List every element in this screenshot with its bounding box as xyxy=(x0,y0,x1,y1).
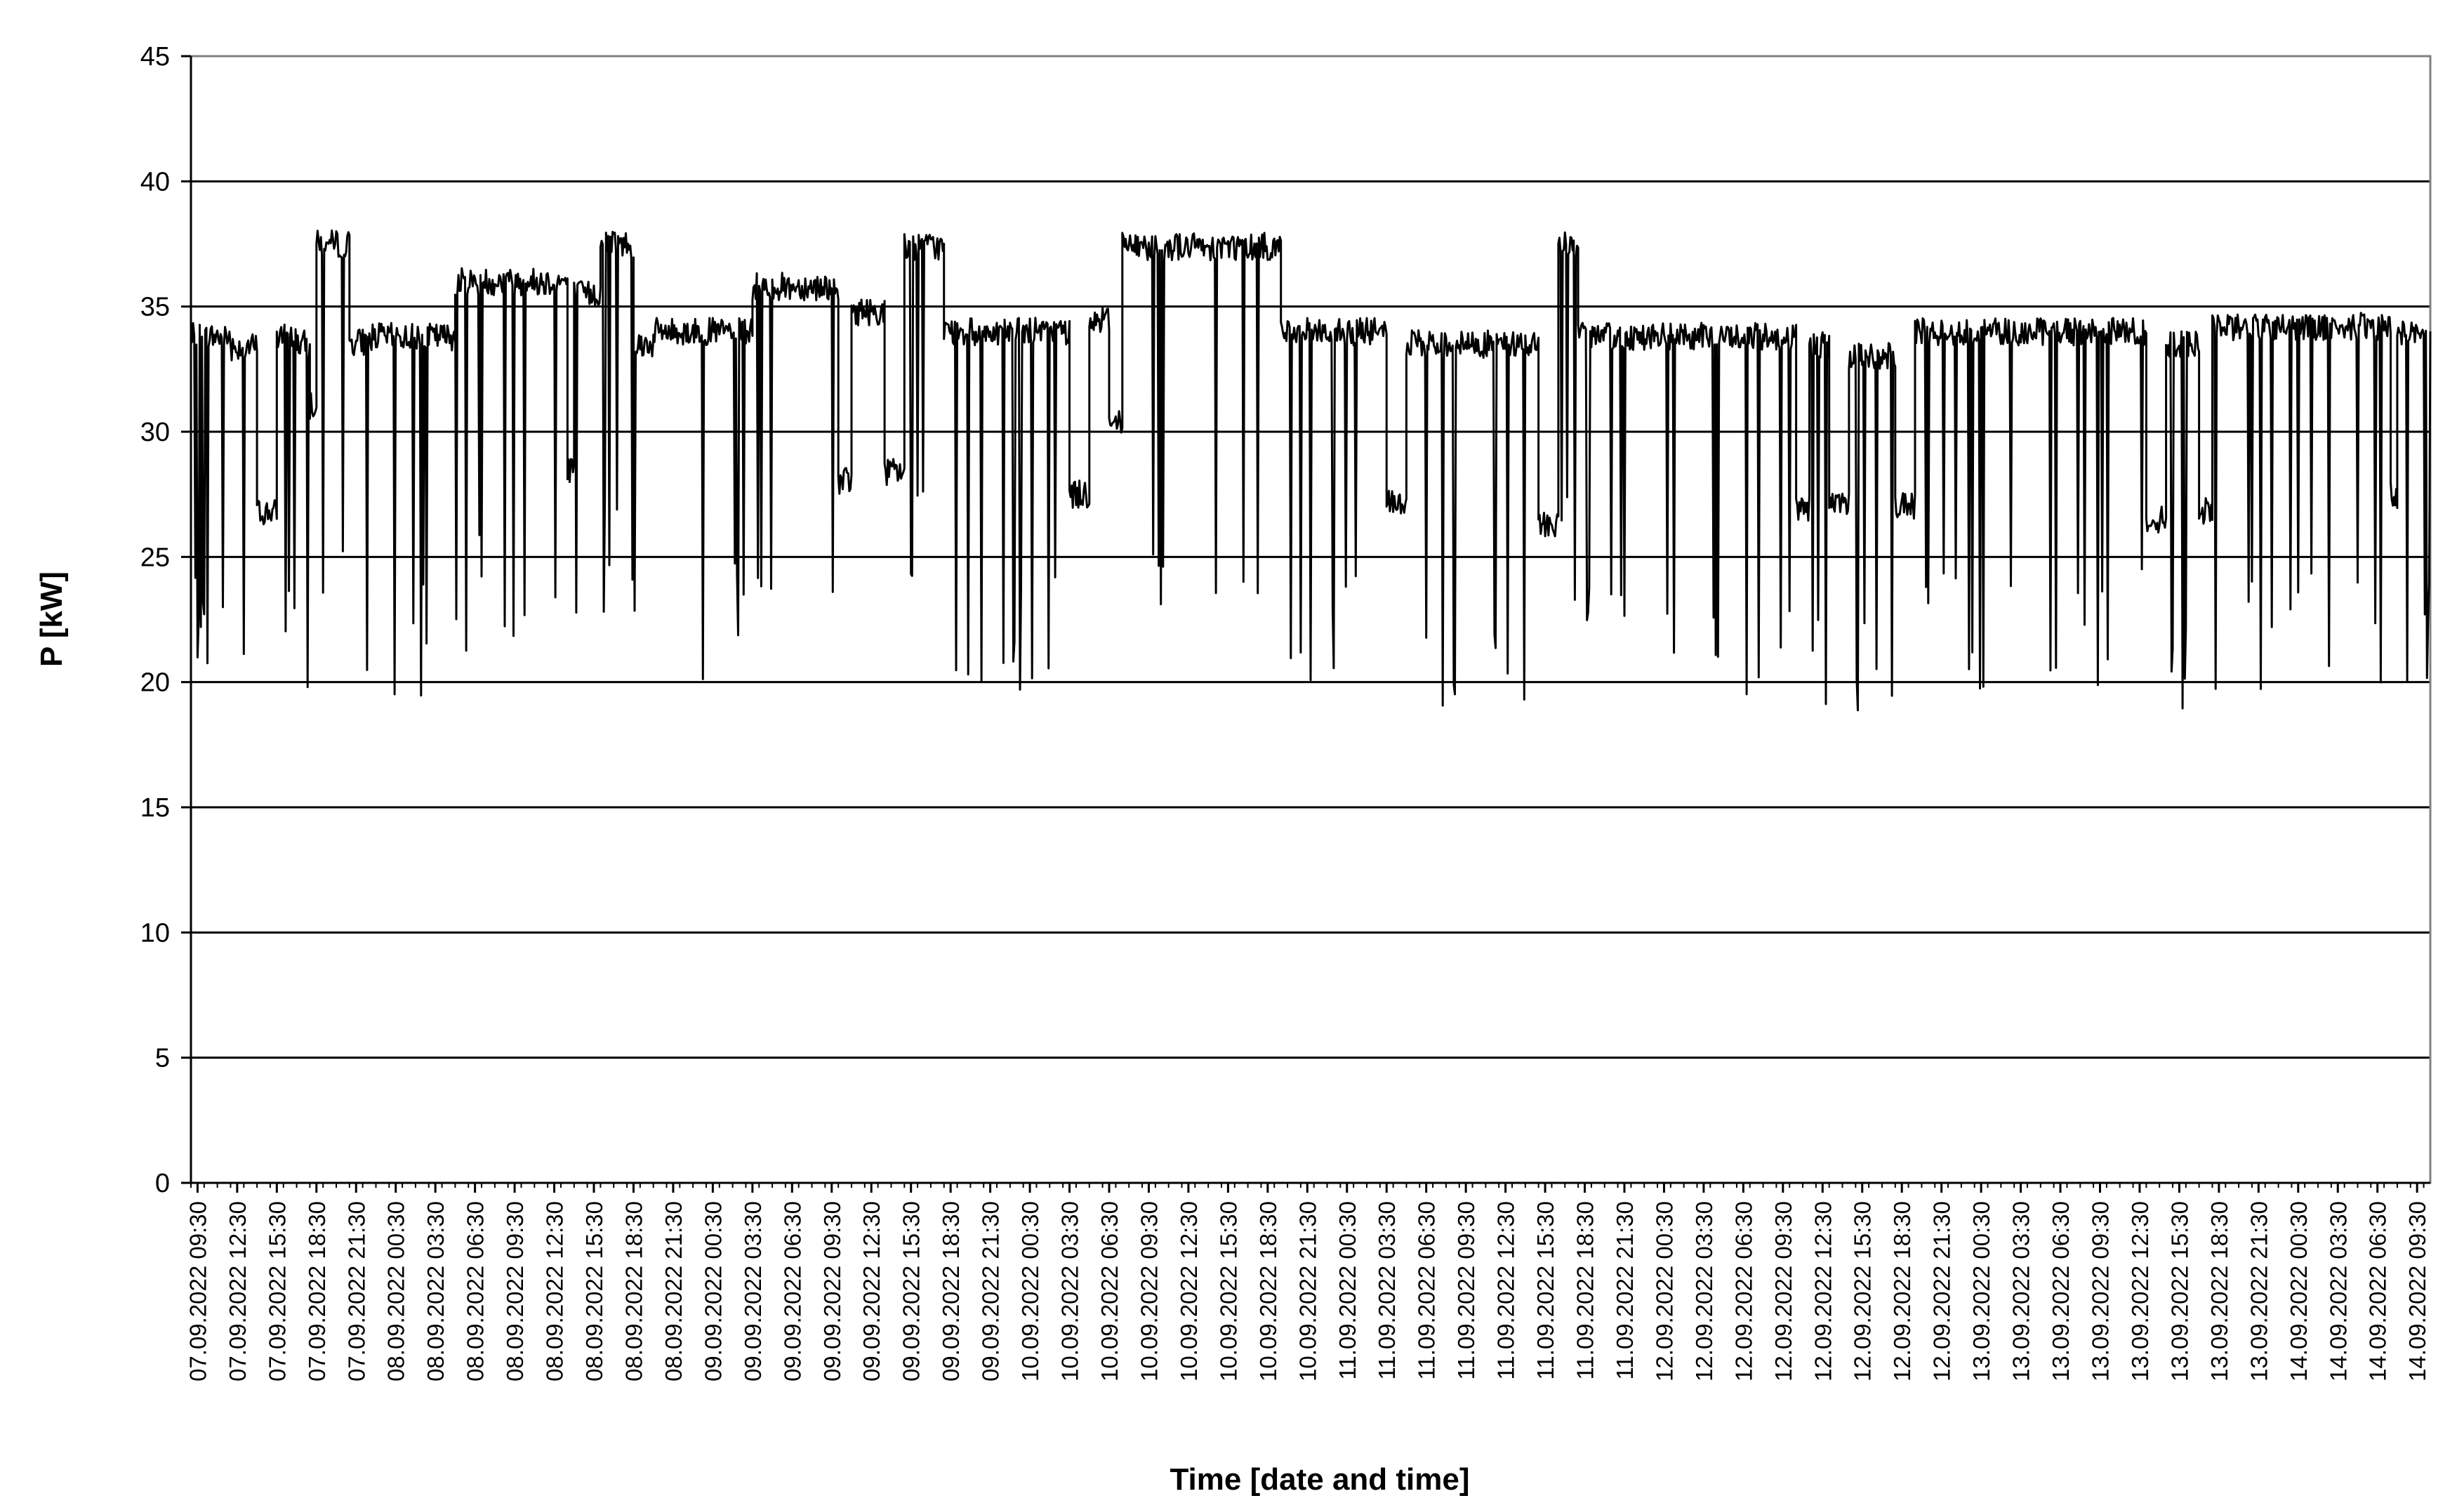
x-tick-label: 11.09.2022 06:30 xyxy=(1414,1201,1440,1379)
x-tick-label: 12.09.2022 00:30 xyxy=(1651,1201,1677,1382)
x-tick-label: 08.09.2022 09:30 xyxy=(502,1201,528,1382)
x-tick-label: 11.09.2022 15:30 xyxy=(1532,1201,1558,1379)
x-tick-label: 08.09.2022 18:30 xyxy=(621,1201,647,1382)
x-tick-label: 11.09.2022 18:30 xyxy=(1572,1201,1598,1379)
y-tick-label: 5 xyxy=(155,1044,170,1073)
x-tick-label: 07.09.2022 15:30 xyxy=(264,1201,290,1382)
x-tick-label: 09.09.2022 06:30 xyxy=(779,1201,805,1382)
x-tick-label: 13.09.2022 12:30 xyxy=(2127,1201,2153,1382)
x-tick-label: 11.09.2022 00:30 xyxy=(1334,1201,1360,1379)
x-tick-label: 12.09.2022 09:30 xyxy=(1770,1201,1796,1382)
x-tick-label: 12.09.2022 12:30 xyxy=(1810,1201,1836,1382)
x-tick-label: 12.09.2022 18:30 xyxy=(1889,1201,1915,1382)
x-tick-label: 12.09.2022 21:30 xyxy=(1929,1201,1955,1382)
y-tick-label: 40 xyxy=(140,167,170,197)
x-tick-label: 09.09.2022 00:30 xyxy=(700,1201,726,1382)
x-tick-label: 09.09.2022 15:30 xyxy=(899,1201,925,1382)
x-tick-label: 13.09.2022 15:30 xyxy=(2166,1201,2192,1382)
x-tick-label: 13.09.2022 00:30 xyxy=(1968,1201,1994,1382)
y-tick-label: 10 xyxy=(140,918,170,948)
x-tick-label: 08.09.2022 03:30 xyxy=(423,1201,449,1382)
axis-lines xyxy=(190,56,2430,1184)
x-tick-label: 10.09.2022 03:30 xyxy=(1057,1201,1083,1382)
x-tick-label: 09.09.2022 09:30 xyxy=(819,1201,845,1382)
y-tick-label: 45 xyxy=(140,42,170,72)
y-tick-label: 35 xyxy=(140,293,170,322)
x-axis-ticks: 07.09.2022 09:30 07.09.2022 12:30 07.09.20… xyxy=(185,1183,2430,1382)
x-tick-label: 11.09.2022 12:30 xyxy=(1493,1201,1519,1379)
x-tick-label: 08.09.2022 15:30 xyxy=(581,1201,607,1382)
x-tick-label: 10.09.2022 12:30 xyxy=(1176,1201,1202,1382)
x-tick-label: 10.09.2022 18:30 xyxy=(1255,1201,1281,1382)
x-tick-label: 10.09.2022 09:30 xyxy=(1136,1201,1162,1382)
x-tick-label: 13.09.2022 21:30 xyxy=(2246,1201,2272,1382)
x-tick-label: 14.09.2022 00:30 xyxy=(2286,1201,2312,1382)
y-tick-label: 20 xyxy=(140,668,170,698)
x-tick-label: 13.09.2022 06:30 xyxy=(2048,1201,2074,1382)
x-tick-label: 09.09.2022 03:30 xyxy=(740,1201,766,1382)
x-tick-label: 07.09.2022 09:30 xyxy=(185,1201,211,1382)
x-tick-label: 08.09.2022 12:30 xyxy=(542,1201,568,1382)
x-tick-label: 07.09.2022 12:30 xyxy=(225,1201,251,1382)
x-tick-label: 08.09.2022 21:30 xyxy=(661,1201,687,1382)
x-tick-label: 11.09.2022 09:30 xyxy=(1453,1201,1479,1379)
x-tick-label: 14.09.2022 03:30 xyxy=(2325,1201,2351,1382)
x-tick-label: 11.09.2022 21:30 xyxy=(1612,1201,1638,1379)
y-tick-label: 25 xyxy=(140,543,170,572)
y-tick-label: 0 xyxy=(155,1169,170,1198)
x-tick-label: 12.09.2022 15:30 xyxy=(1850,1201,1876,1382)
x-tick-label: 09.09.2022 12:30 xyxy=(859,1201,885,1382)
x-tick-label: 12.09.2022 03:30 xyxy=(1691,1201,1717,1382)
x-tick-label: 11.09.2022 03:30 xyxy=(1374,1201,1400,1379)
series-group xyxy=(190,229,2432,712)
x-tick-label: 14.09.2022 09:30 xyxy=(2404,1201,2430,1382)
x-tick-label: 07.09.2022 18:30 xyxy=(304,1201,330,1382)
x-tick-label: 10.09.2022 00:30 xyxy=(1017,1201,1043,1382)
x-tick-label: 08.09.2022 06:30 xyxy=(463,1201,489,1382)
y-tick-label: 30 xyxy=(140,418,170,447)
x-tick-label: 12.09.2022 06:30 xyxy=(1730,1201,1756,1382)
x-tick-label: 07.09.2022 21:30 xyxy=(343,1201,369,1382)
series-line-0 xyxy=(190,229,2432,712)
x-tick-label: 13.09.2022 09:30 xyxy=(2087,1201,2113,1382)
y-axis-ticks: 0 5 10 15 20 25 30 35 40 45 xyxy=(140,42,191,1198)
x-tick-label: 13.09.2022 18:30 xyxy=(2206,1201,2232,1382)
x-tick-label: 10.09.2022 15:30 xyxy=(1215,1201,1241,1382)
x-tick-label: 14.09.2022 06:30 xyxy=(2365,1201,2391,1382)
x-tick-label: 09.09.2022 18:30 xyxy=(938,1201,964,1382)
y-tick-label: 15 xyxy=(140,793,170,823)
x-axis-title: Time [date and time] xyxy=(1170,1462,1469,1497)
x-tick-label: 10.09.2022 21:30 xyxy=(1294,1201,1320,1382)
x-tick-label: 10.09.2022 06:30 xyxy=(1097,1201,1122,1382)
x-tick-label: 13.09.2022 03:30 xyxy=(2008,1201,2034,1382)
x-tick-label: 08.09.2022 00:30 xyxy=(383,1201,409,1382)
y-axis-title: P [kW] xyxy=(34,571,69,667)
x-tick-label: 09.09.2022 21:30 xyxy=(978,1201,1004,1382)
